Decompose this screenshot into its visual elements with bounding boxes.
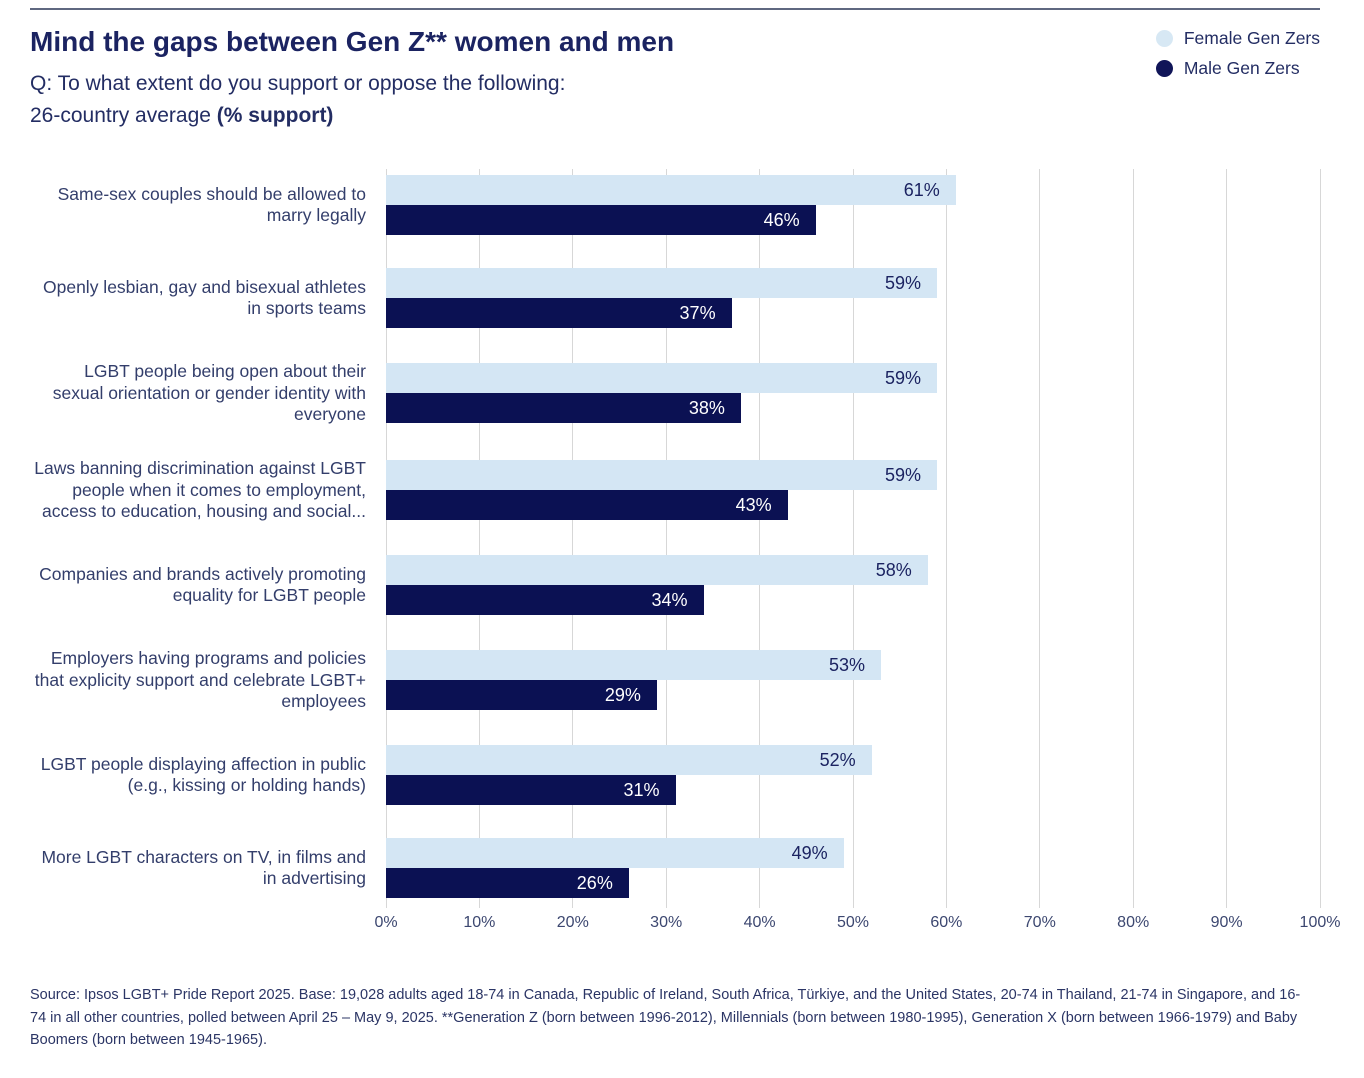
chart-rows: Same-sex couples should be allowed to ma… xyxy=(30,175,1320,899)
male-bar-value: 26% xyxy=(576,872,613,893)
bar-group: 59% 43% xyxy=(386,460,1320,521)
x-tick-100: 100% xyxy=(1299,914,1341,932)
male-bar-value: 43% xyxy=(735,494,772,515)
female-bar: 61% xyxy=(386,175,956,206)
legend-label-male: Male Gen Zers xyxy=(1183,58,1300,78)
bar-group: 53% 29% xyxy=(386,650,1320,711)
chart-row-companies-brands: Companies and brands actively promoting … xyxy=(30,555,1320,616)
category-label: Laws banning discrimination against LGBT… xyxy=(34,458,366,521)
category-label: Employers having programs and policies t… xyxy=(34,648,366,711)
gridline-30 xyxy=(665,169,667,909)
gridline-90 xyxy=(1226,169,1228,909)
male-bar: 46% xyxy=(386,205,816,236)
category-label: Same-sex couples should be allowed to ma… xyxy=(57,183,366,226)
gridline-10 xyxy=(478,169,480,909)
category-label: LGBT people displaying affection in publ… xyxy=(40,753,366,796)
category-label: LGBT people being open about their sexua… xyxy=(52,361,366,424)
female-bar-value: 59% xyxy=(885,272,922,293)
legend: Female Gen Zers Male Gen Zers xyxy=(1155,28,1320,79)
chart-row-open-identity: LGBT people being open about their sexua… xyxy=(30,361,1320,425)
female-bar-value: 49% xyxy=(791,842,828,863)
bar-group: 59% 37% xyxy=(386,268,1320,329)
x-tick-10: 10% xyxy=(463,914,496,932)
x-axis: 0% 10% 20% 30% 40% 50% 60% 70% 80% 90% 1… xyxy=(374,898,1340,944)
x-tick-90: 90% xyxy=(1210,914,1243,932)
legend-item-female: Female Gen Zers xyxy=(1155,28,1320,49)
male-bar-value: 37% xyxy=(679,302,716,323)
chart-header: Mind the gaps between Gen Z** women and … xyxy=(30,26,1320,131)
chart-row-lgbt-characters-media: More LGBT characters on TV, in films and… xyxy=(30,838,1320,899)
x-tick-0: 0% xyxy=(374,914,398,932)
male-bar-value: 38% xyxy=(688,397,725,418)
female-bar: 58% xyxy=(386,555,928,586)
female-bar: 59% xyxy=(386,363,938,394)
bar-group: 49% 26% xyxy=(386,838,1320,899)
page-title: Mind the gaps between Gen Z** women and … xyxy=(30,26,675,57)
category-label: More LGBT characters on TV, in films and… xyxy=(41,846,366,889)
female-bar-value: 52% xyxy=(819,749,856,770)
bar-group: 58% 34% xyxy=(386,555,1320,616)
male-bar-value: 29% xyxy=(604,684,641,705)
bar-chart: Same-sex couples should be allowed to ma… xyxy=(30,169,1340,944)
gridline-70 xyxy=(1039,169,1041,909)
female-bar: 49% xyxy=(386,838,844,869)
chart-row-same-sex-marriage: Same-sex couples should be allowed to ma… xyxy=(30,175,1320,236)
male-legend-dot-icon xyxy=(1155,60,1173,77)
chart-row-public-affection: LGBT people displaying affection in publ… xyxy=(30,745,1320,806)
gridline-20 xyxy=(572,169,574,909)
female-bar-value: 59% xyxy=(885,367,922,388)
category-label: Companies and brands actively promoting … xyxy=(39,563,366,606)
subtitle-question: Q: To what extent do you support or oppo… xyxy=(30,72,566,96)
category-label: Openly lesbian, gay and bisexual athlete… xyxy=(43,276,366,319)
female-bar-value: 61% xyxy=(903,179,940,200)
male-bar: 31% xyxy=(386,775,676,806)
male-bar-value: 34% xyxy=(651,589,688,610)
x-tick-50: 50% xyxy=(836,914,870,932)
female-legend-dot-icon xyxy=(1155,30,1173,47)
male-bar: 37% xyxy=(386,298,732,329)
legend-item-male: Male Gen Zers xyxy=(1155,58,1320,79)
legend-label-female: Female Gen Zers xyxy=(1183,28,1320,48)
female-bar: 52% xyxy=(386,745,872,776)
male-bar: 34% xyxy=(386,585,704,616)
female-bar: 59% xyxy=(386,460,938,491)
female-bar-value: 53% xyxy=(828,654,866,675)
x-tick-20: 20% xyxy=(556,914,589,932)
gridline-50 xyxy=(852,169,854,909)
gridline-40 xyxy=(759,169,761,909)
female-bar: 59% xyxy=(386,268,938,299)
female-bar: 53% xyxy=(386,650,882,681)
male-bar: 43% xyxy=(386,490,788,521)
gridline-60 xyxy=(945,169,947,909)
gridline-80 xyxy=(1132,169,1134,909)
bar-group: 61% 46% xyxy=(386,175,1320,236)
x-tick-60: 60% xyxy=(930,914,963,932)
male-bar-value: 46% xyxy=(763,209,800,230)
x-tick-70: 70% xyxy=(1023,914,1056,932)
female-bar-value: 58% xyxy=(875,559,912,580)
source-note: Source: Ipsos LGBT+ Pride Report 2025. B… xyxy=(30,987,1301,1049)
chart-row-employer-programs: Employers having programs and policies t… xyxy=(30,648,1320,712)
male-bar: 29% xyxy=(386,680,657,711)
gridlines xyxy=(385,169,1321,909)
chart-row-athletes: Openly lesbian, gay and bisexual athlete… xyxy=(30,268,1320,329)
chart-row-anti-discrimination-laws: Laws banning discrimination against LGBT… xyxy=(30,458,1320,522)
x-tick-80: 80% xyxy=(1117,914,1150,932)
x-tick-30: 30% xyxy=(650,914,683,932)
top-rule xyxy=(30,8,1320,10)
gridline-0 xyxy=(385,169,387,909)
bar-group: 52% 31% xyxy=(386,745,1320,806)
bar-group: 59% 38% xyxy=(386,363,1320,424)
x-tick-40: 40% xyxy=(743,914,776,932)
chart-subtitle: Q: To what extent do you support or oppo… xyxy=(30,68,1320,131)
male-bar-value: 31% xyxy=(623,779,660,800)
subtitle-average: 26-country average xyxy=(30,103,217,127)
male-bar: 26% xyxy=(386,868,629,899)
subtitle-percent-support: (% support) xyxy=(216,103,334,127)
male-bar: 38% xyxy=(386,393,741,424)
gridline-100 xyxy=(1319,169,1321,909)
female-bar-value: 59% xyxy=(885,464,922,485)
